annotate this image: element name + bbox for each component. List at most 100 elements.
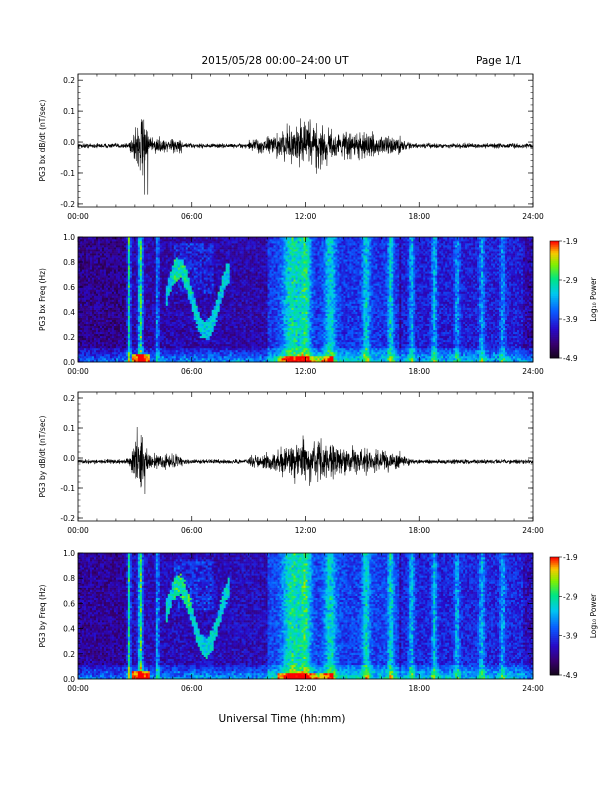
panel-1-x-tick-label: 00:00 bbox=[67, 212, 89, 221]
colorbar-swatch bbox=[550, 270, 559, 273]
panel-3-y-tick-label: -0.2 bbox=[60, 514, 75, 523]
colorbar-swatch bbox=[550, 564, 559, 568]
series-line bbox=[77, 118, 534, 195]
panel-1-y-axis-title: PG3 bx dB/dt (nT/sec) bbox=[38, 99, 47, 181]
colorbar-swatch bbox=[550, 264, 559, 267]
colorbar-swatch bbox=[550, 619, 559, 623]
colorbar-swatch bbox=[550, 621, 559, 625]
colorbar-swatch bbox=[550, 241, 559, 244]
colorbar-swatch bbox=[550, 641, 559, 644]
colorbar-swatch bbox=[550, 657, 559, 660]
colorbar-tick-label: -3.9 bbox=[563, 632, 578, 641]
colorbar-swatch bbox=[550, 557, 559, 560]
colorbar-tick-label: -1.9 bbox=[563, 553, 578, 562]
colorbar-swatch bbox=[550, 568, 559, 572]
colorbar-swatch bbox=[550, 665, 559, 668]
panel-2-y-axis-title: PG3 bx Freq (Hz) bbox=[38, 268, 47, 331]
colorbar-swatch bbox=[550, 625, 559, 629]
panel-1-y-tick-label: 0.1 bbox=[63, 107, 75, 116]
panel-2-y-tick-label: 0.4 bbox=[63, 308, 75, 317]
panel-2: 1.0 0.8 0.6 0.4 0.2 0.000:00 06:00 12:00 18:00 24… bbox=[38, 233, 598, 376]
colorbar-swatch bbox=[550, 592, 559, 595]
colorbar-swatch bbox=[550, 322, 559, 326]
colorbar-swatch bbox=[550, 663, 559, 666]
colorbar-swatch bbox=[550, 301, 559, 304]
colorbar-swatch bbox=[550, 319, 559, 322]
panel-1-y-tick-label: 0.2 bbox=[63, 76, 75, 85]
colorbar-swatch bbox=[550, 252, 559, 256]
colorbar-swatch bbox=[550, 332, 559, 335]
colorbar-swatch bbox=[550, 344, 559, 347]
panel-2-x-tick-label: 18:00 bbox=[408, 367, 430, 376]
colorbar-swatch bbox=[550, 586, 559, 589]
panel-4-y-tick-label: 0.6 bbox=[63, 599, 75, 608]
panel-1-x-tick-label: 12:00 bbox=[295, 212, 317, 221]
panel-2-y-tick-label: 0.2 bbox=[63, 333, 75, 342]
panel-4-y-axis-title: PG3 by Freq (Hz) bbox=[38, 584, 47, 647]
panel-4-x-tick-label: 24:00 bbox=[522, 684, 544, 693]
colorbar-swatch bbox=[550, 276, 559, 279]
colorbar-title: Log₁₀ Power bbox=[589, 276, 598, 321]
colorbar-swatch bbox=[550, 574, 559, 578]
panel-3-y-tick-label: 0.0 bbox=[63, 454, 75, 463]
colorbar-swatch bbox=[550, 627, 559, 631]
panel-4: 1.0 0.8 0.6 0.4 0.2 0.000:00 06:00 12:00 18:00 24… bbox=[38, 549, 598, 693]
colorbar-swatch bbox=[550, 671, 559, 674]
colorbar-tick-label: -4.9 bbox=[563, 671, 578, 680]
colorbar-swatch bbox=[550, 616, 559, 619]
colorbar-swatch bbox=[550, 560, 559, 564]
panel-1-y-tick-label: -0.2 bbox=[60, 200, 75, 209]
colorbar-tick-label: -3.9 bbox=[563, 315, 578, 324]
colorbar-swatch bbox=[550, 578, 559, 581]
colorbar-swatch bbox=[550, 356, 559, 359]
colorbar-tick-label: -1.9 bbox=[563, 237, 578, 246]
colorbar-swatch bbox=[550, 299, 559, 302]
colorbar-swatch bbox=[550, 289, 559, 293]
colorbar-swatch bbox=[550, 606, 559, 609]
colorbar-swatch bbox=[550, 566, 559, 570]
panel-3-x-tick-label: 18:00 bbox=[408, 526, 430, 535]
colorbar-swatch bbox=[550, 266, 559, 269]
colorbar-swatch bbox=[550, 242, 559, 246]
colorbar-swatch bbox=[550, 338, 559, 341]
panel-1-y-tick-label: -0.1 bbox=[60, 169, 75, 178]
colorbar-swatch bbox=[550, 303, 559, 306]
colorbar-title: Log₁₀ Power bbox=[589, 593, 598, 638]
colorbar-swatch bbox=[550, 562, 559, 566]
panel-2-x-tick-label: 24:00 bbox=[522, 367, 544, 376]
colorbar-swatch bbox=[550, 348, 559, 351]
panel-4-y-tick-label: 0.2 bbox=[63, 650, 75, 659]
colorbar-frame bbox=[549, 556, 560, 676]
panel-4-y-tick-label: 0.0 bbox=[63, 675, 75, 684]
colorbar-swatch bbox=[550, 598, 559, 601]
colorbar-swatch bbox=[550, 295, 559, 298]
panel-4-x-tick-label: 00:00 bbox=[67, 684, 89, 693]
x-axis-title: Universal Time (hh:mm) bbox=[219, 713, 346, 725]
panel-2-y-tick-label: 1.0 bbox=[63, 233, 75, 242]
panel-3-y-tick-label: -0.1 bbox=[60, 484, 75, 493]
figure-title: 2015/05/28 00:00–24:00 UT bbox=[201, 55, 349, 67]
colorbar-swatch bbox=[550, 584, 559, 587]
colorbar-swatch bbox=[550, 604, 559, 607]
panel-1-x-tick-label: 06:00 bbox=[181, 212, 203, 221]
colorbar-swatch bbox=[550, 647, 559, 650]
panel-1-y-tick-label: 0.0 bbox=[63, 138, 75, 147]
colorbar-swatch bbox=[550, 580, 559, 583]
colorbar-swatch bbox=[550, 285, 559, 289]
colorbar-swatch bbox=[550, 643, 559, 646]
colorbar-swatch bbox=[550, 278, 559, 281]
colorbar-swatch bbox=[550, 637, 559, 640]
colorbar-swatch bbox=[550, 582, 559, 585]
colorbar-swatch bbox=[550, 352, 559, 355]
spectrogram-image bbox=[78, 237, 534, 363]
colorbar-swatch bbox=[550, 328, 559, 332]
panel-3-y-axis-title: PG3 by dB/dt (nT/sec) bbox=[38, 415, 47, 497]
panel-2-y-tick-label: 0.6 bbox=[63, 283, 75, 292]
panel-3-x-tick-label: 24:00 bbox=[522, 526, 544, 535]
colorbar-swatch bbox=[550, 623, 559, 627]
colorbar-swatch bbox=[550, 291, 559, 295]
panel-4-x-tick-label: 12:00 bbox=[295, 684, 317, 693]
colorbar-swatch bbox=[550, 307, 559, 310]
panel-3-x-tick-label: 12:00 bbox=[295, 526, 317, 535]
